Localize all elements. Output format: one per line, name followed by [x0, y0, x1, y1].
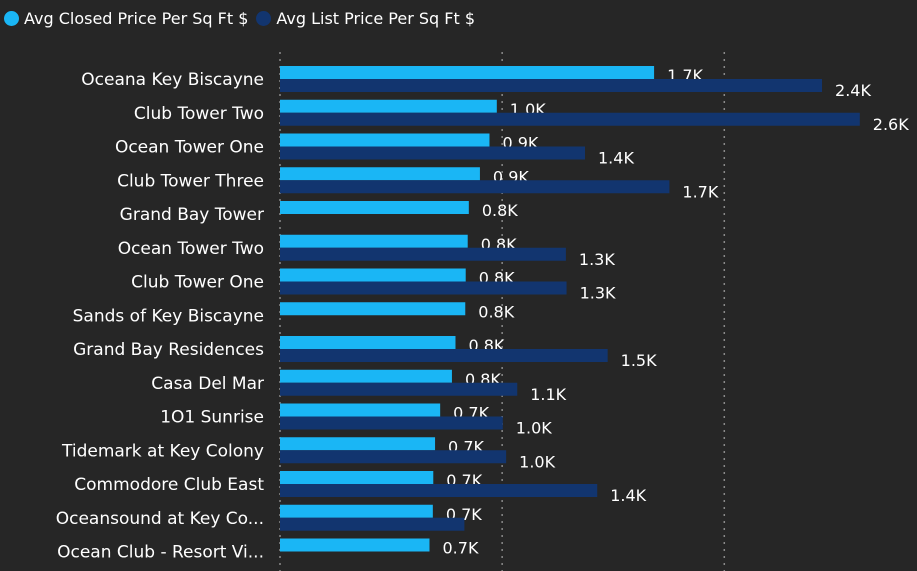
- bar-list[interactable]: [280, 416, 503, 430]
- category-label: Casa Del Mar: [151, 374, 264, 394]
- category-label: Commodore Club East: [74, 475, 264, 495]
- bar-closed[interactable]: [280, 268, 466, 282]
- value-label-list: 1.3K: [579, 250, 615, 269]
- bar-closed[interactable]: [280, 201, 469, 214]
- value-label-list: 1.4K: [598, 149, 634, 168]
- value-label-list: 1.7K: [682, 182, 718, 201]
- value-label-list: 1.0K: [519, 452, 555, 471]
- bar-closed[interactable]: [280, 369, 452, 383]
- category-label: Ocean Tower One: [115, 138, 264, 158]
- category-label: Ocean Tower Two: [118, 239, 264, 259]
- value-label-list: 1.4K: [610, 486, 646, 505]
- legend: Avg Closed Price Per Sq Ft $ Avg List Pr…: [4, 6, 475, 30]
- bar-closed[interactable]: [280, 504, 433, 518]
- bar-list[interactable]: [280, 349, 608, 362]
- bar-closed[interactable]: [280, 437, 436, 451]
- bar-list[interactable]: [280, 517, 465, 531]
- value-label-list: 2.4K: [835, 81, 871, 100]
- bar-list[interactable]: [280, 382, 518, 396]
- bar-closed[interactable]: [280, 167, 480, 181]
- category-label: Oceansound at Key Co...: [56, 509, 264, 529]
- category-label: Sands of Key Biscayne: [73, 306, 264, 326]
- bar-list[interactable]: [280, 146, 586, 160]
- bar-closed[interactable]: [280, 99, 497, 113]
- bar-list[interactable]: [280, 484, 598, 497]
- legend-label-closed: Avg Closed Price Per Sq Ft $: [24, 8, 249, 28]
- bar-closed[interactable]: [280, 302, 466, 316]
- bar-list[interactable]: [280, 180, 670, 194]
- bar-list[interactable]: [280, 112, 860, 126]
- category-label: Club Tower One: [131, 273, 264, 293]
- legend-dot-closed: [4, 10, 19, 26]
- category-label: Oceana Key Biscayne: [81, 70, 264, 90]
- bar-closed[interactable]: [280, 403, 441, 417]
- category-label: Grand Bay Tower: [120, 205, 264, 225]
- category-label: Grand Bay Residences: [73, 340, 264, 360]
- legend-item-closed[interactable]: Avg Closed Price Per Sq Ft $: [4, 9, 248, 28]
- bar-list[interactable]: [280, 281, 567, 295]
- bar-list[interactable]: [280, 247, 566, 261]
- value-label-closed: 0.7K: [443, 539, 479, 558]
- bar-closed[interactable]: [280, 471, 434, 484]
- value-label-list: 1.5K: [621, 351, 657, 370]
- bar-closed[interactable]: [280, 66, 655, 79]
- legend-item-list[interactable]: Avg List Price Per Sq Ft $: [256, 9, 475, 28]
- bar-closed[interactable]: [280, 133, 490, 147]
- legend-label-list: Avg List Price Per Sq Ft $: [276, 8, 476, 28]
- category-label: Tidemark at Key Colony: [61, 441, 264, 461]
- category-label: Club Tower Three: [117, 171, 264, 191]
- value-label-list: 2.6K: [873, 115, 909, 134]
- value-label-list: 1.1K: [530, 385, 566, 404]
- bar-closed[interactable]: [280, 336, 456, 349]
- value-label-closed: 0.8K: [482, 201, 518, 220]
- value-label-list: 1.0K: [516, 419, 552, 438]
- bar-closed[interactable]: [280, 538, 430, 552]
- value-label-list: 1.3K: [580, 284, 616, 303]
- category-label: Ocean Club - Resort Vi...: [57, 543, 264, 563]
- category-label: 1O1 Sunrise: [160, 408, 264, 428]
- bar-closed[interactable]: [280, 234, 468, 248]
- value-label-closed: 0.8K: [478, 302, 514, 321]
- legend-dot-list: [256, 10, 272, 26]
- bar-list[interactable]: [280, 79, 823, 92]
- category-label: Club Tower Two: [134, 104, 264, 124]
- bar-list[interactable]: [280, 450, 507, 464]
